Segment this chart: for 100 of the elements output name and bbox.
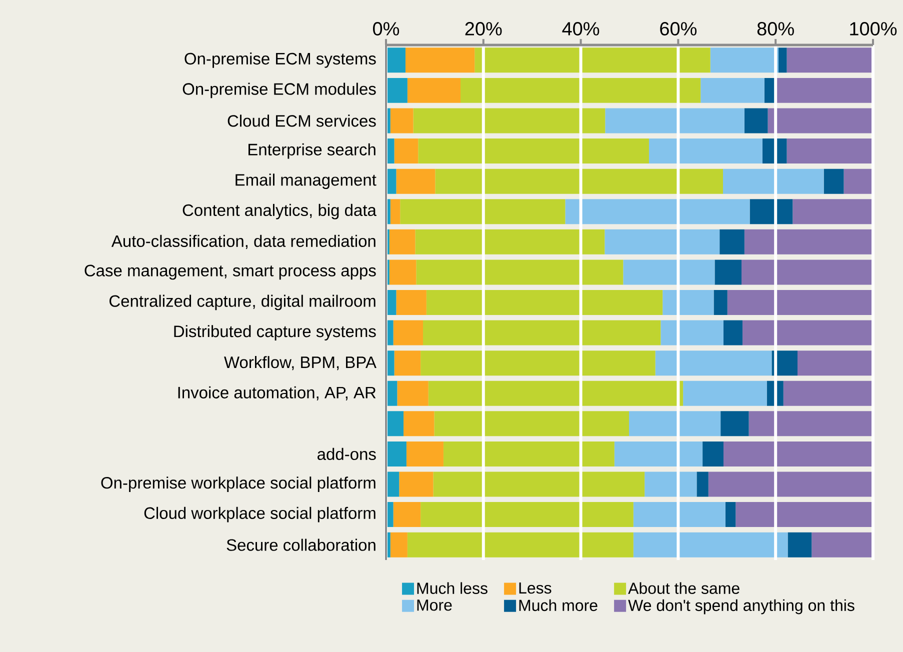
y-tick-label: Enterprise search: [248, 143, 376, 159]
y-tick-label: Workflow, BPM, BPA: [224, 356, 376, 370]
bar: [460, 78, 701, 103]
bar: [844, 168, 873, 194]
legend-label: More: [417, 600, 452, 611]
bar: [727, 290, 873, 315]
bar: [633, 532, 788, 558]
y-tick-label: Auto-classification, data remediation: [111, 234, 376, 249]
bar: [700, 78, 764, 103]
bar: [407, 78, 461, 103]
bar: [434, 411, 630, 436]
bar: [386, 441, 406, 466]
bar: [389, 260, 416, 285]
bar: [764, 78, 775, 103]
bar: [725, 502, 736, 528]
y-tick-label: Cloud workplace social platform: [144, 506, 376, 522]
bar: [736, 502, 873, 528]
bar: [786, 138, 873, 164]
bar: [405, 48, 475, 73]
bar: [386, 78, 408, 103]
y-tick-label: On-premise ECM systems: [184, 52, 376, 68]
bar: [413, 108, 606, 134]
x-tick-label: 20%: [465, 22, 502, 36]
bar: [393, 320, 424, 346]
bar: [660, 320, 724, 346]
legend-label: Much more: [519, 599, 598, 612]
bar: [662, 290, 714, 315]
bar: [415, 229, 605, 254]
bar: [394, 138, 418, 164]
y-tick-label: On-premise workplace social platform: [101, 476, 376, 492]
x-tick-label: 40%: [562, 22, 600, 36]
bar: [723, 441, 873, 466]
bar: [696, 472, 708, 497]
bar: [433, 472, 645, 497]
bar: [406, 441, 444, 466]
bar: [798, 350, 873, 376]
bar: [655, 350, 772, 376]
bar: [748, 411, 873, 436]
bar: [768, 108, 873, 134]
x-tick-label: 60%: [660, 22, 697, 36]
y-tick-label: add-ons: [318, 448, 376, 460]
bar: [435, 168, 724, 194]
bar: [744, 229, 873, 254]
bar: [394, 350, 421, 376]
bar: [792, 199, 873, 224]
legend-label: Much less: [417, 582, 488, 594]
bar: [702, 441, 724, 466]
bar: [386, 48, 406, 73]
bar: [400, 199, 566, 224]
y-tick-label: Cloud ECM services: [228, 114, 376, 127]
bar: [742, 260, 873, 285]
bar: [742, 320, 873, 346]
bar: [420, 502, 634, 528]
y-tick-label: Centralized capture, digital mailroom: [110, 294, 376, 310]
bar: [633, 502, 726, 528]
y-tick-label: Distributed capture systems: [174, 325, 376, 340]
bar: [474, 48, 710, 73]
bar: [623, 260, 715, 285]
bar: [614, 441, 703, 466]
bar: [443, 441, 614, 466]
bar: [723, 320, 742, 346]
bar: [710, 48, 779, 73]
bar: [723, 168, 824, 194]
y-tick-label: Email management: [236, 174, 376, 190]
bar: [393, 502, 421, 528]
bar: [390, 532, 408, 558]
bar: [396, 168, 436, 194]
bar: [390, 199, 400, 224]
bar: [420, 350, 656, 376]
bar: [416, 260, 624, 285]
bar: [744, 108, 768, 134]
bar: [423, 320, 661, 346]
bar: [418, 138, 649, 164]
legend-label: About the same: [628, 582, 740, 594]
bar: [812, 532, 873, 558]
bar: [778, 48, 787, 73]
bar: [720, 229, 744, 254]
x-tick-label: 0%: [373, 22, 400, 36]
bar: [426, 290, 663, 315]
bar: [605, 108, 744, 134]
bar: [565, 199, 750, 224]
bar: [786, 48, 873, 73]
bar: [644, 472, 697, 497]
y-tick-label: On-premise ECM modules: [182, 82, 376, 98]
y-tick-label: Secure collaboration: [226, 538, 376, 551]
bar: [428, 380, 684, 406]
bar: [386, 411, 404, 436]
bar: [397, 380, 428, 406]
bar: [788, 532, 812, 558]
y-tick-label: Content analytics, big data: [182, 204, 376, 220]
bar: [390, 108, 414, 134]
bar: [750, 199, 793, 224]
bar: [629, 411, 721, 436]
bar: [783, 380, 873, 406]
bar: [683, 380, 767, 406]
bar: [389, 229, 416, 254]
bar: [708, 472, 873, 497]
bar: [648, 138, 762, 164]
bar: [720, 411, 749, 436]
y-tick-label: Invoice automation, AP, AR: [178, 386, 376, 400]
